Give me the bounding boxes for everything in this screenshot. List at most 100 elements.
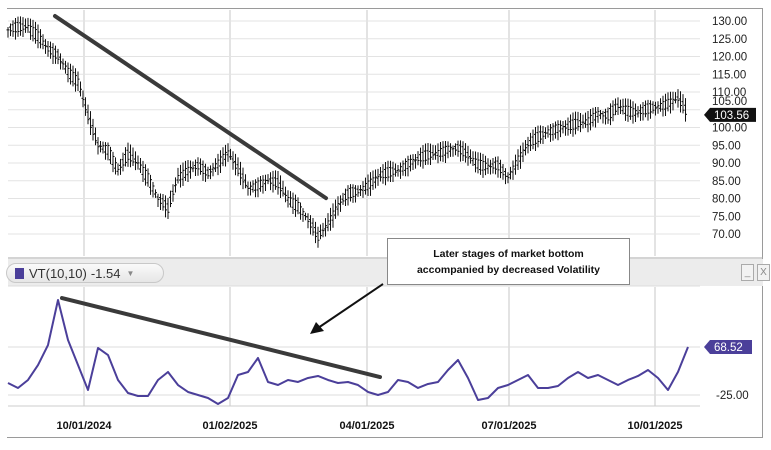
price-bar bbox=[71, 65, 75, 87]
price-bar bbox=[256, 177, 260, 198]
price-bar bbox=[614, 98, 617, 116]
price-bar bbox=[314, 221, 317, 244]
price-bar bbox=[319, 224, 322, 240]
price-bar bbox=[496, 156, 500, 178]
price-bar bbox=[569, 114, 572, 134]
price-y-tick-label: 100.00 bbox=[712, 123, 747, 135]
price-y-tick-label: 95.00 bbox=[712, 140, 741, 152]
price-bar bbox=[291, 192, 295, 215]
price-bar bbox=[361, 181, 365, 198]
price-bar bbox=[129, 144, 132, 168]
price-bar bbox=[389, 160, 392, 183]
indicator-legend-dropdown[interactable]: VT(10,10) -1.54 ▼ bbox=[6, 263, 164, 283]
price-bar bbox=[511, 160, 515, 180]
price-bar bbox=[44, 39, 47, 54]
price-bar bbox=[89, 111, 92, 136]
price-bar bbox=[219, 150, 222, 173]
price-bar bbox=[296, 197, 300, 215]
price-bar bbox=[181, 162, 185, 186]
price-bar bbox=[11, 20, 15, 37]
price-bar bbox=[214, 158, 217, 172]
price-bar bbox=[261, 175, 265, 194]
price-bar bbox=[266, 174, 270, 185]
price-bar bbox=[196, 157, 200, 176]
price-bar bbox=[94, 127, 97, 146]
price-bar bbox=[231, 151, 235, 170]
price-bar bbox=[386, 160, 390, 182]
price-y-tick-label: 130.00 bbox=[712, 16, 747, 28]
price-bar bbox=[461, 141, 465, 161]
price-bar bbox=[321, 222, 325, 238]
price-bar bbox=[551, 123, 555, 141]
price-bar bbox=[624, 98, 627, 121]
price-bar bbox=[106, 142, 110, 161]
price-bar bbox=[346, 185, 350, 206]
price-bar bbox=[121, 152, 125, 172]
arrowhead-icon bbox=[310, 322, 324, 334]
price-bar bbox=[571, 112, 575, 137]
price-bar bbox=[471, 151, 475, 167]
price-y-tick-label: 120.00 bbox=[712, 52, 747, 64]
price-bar bbox=[84, 97, 87, 116]
close-panel-button[interactable]: X bbox=[757, 264, 770, 281]
price-bar bbox=[54, 45, 57, 64]
price-bar bbox=[179, 164, 182, 188]
price-bar bbox=[456, 140, 460, 157]
price-bar bbox=[326, 213, 330, 232]
price-bar bbox=[96, 137, 100, 155]
price-bar bbox=[459, 140, 462, 162]
price-bar bbox=[649, 100, 652, 119]
price-bar bbox=[684, 98, 687, 122]
price-bar bbox=[299, 202, 302, 220]
x-tick-label: 10/01/2025 bbox=[627, 420, 682, 432]
price-bar bbox=[566, 117, 570, 136]
price-bar bbox=[486, 158, 490, 174]
price-bar bbox=[681, 94, 685, 114]
price-y-tick-label: 105.00 bbox=[712, 96, 747, 108]
x-tick-label: 07/01/2025 bbox=[481, 420, 536, 432]
price-bar bbox=[616, 97, 620, 115]
price-bar bbox=[546, 125, 550, 138]
price-bar bbox=[406, 155, 410, 177]
last-price-label: 103.56 bbox=[714, 110, 749, 122]
price-bar bbox=[281, 180, 285, 197]
price-bar bbox=[409, 154, 412, 172]
annotation-callout: Later stages of market bottom accompanie… bbox=[387, 238, 630, 285]
price-bar bbox=[334, 199, 337, 219]
indicator-name: VT(10,10) bbox=[29, 265, 87, 281]
price-y-tick-label: 80.00 bbox=[712, 194, 741, 206]
price-bar bbox=[36, 24, 40, 49]
price-bar bbox=[419, 147, 422, 167]
price-bar bbox=[216, 153, 220, 176]
price-bar bbox=[191, 161, 195, 173]
price-bar bbox=[526, 136, 530, 154]
price-bar bbox=[66, 62, 70, 83]
price-bar bbox=[554, 121, 557, 139]
price-bar bbox=[101, 141, 105, 154]
price-bar bbox=[69, 63, 72, 85]
price-bar bbox=[26, 17, 30, 33]
price-bar bbox=[659, 98, 662, 112]
price-bar bbox=[556, 120, 560, 141]
price-bar bbox=[336, 196, 340, 216]
price-bar bbox=[166, 197, 170, 219]
price-bar bbox=[144, 164, 147, 186]
price-bar bbox=[226, 143, 230, 162]
price-bar bbox=[184, 160, 187, 181]
price-bar bbox=[124, 147, 127, 167]
price-bar bbox=[524, 140, 527, 156]
price-bar bbox=[49, 41, 52, 59]
minimize-panel-button[interactable]: _ bbox=[741, 264, 754, 281]
price-bar bbox=[139, 157, 142, 173]
price-bar bbox=[39, 29, 42, 49]
price-bar bbox=[376, 168, 380, 186]
price-bar bbox=[381, 164, 385, 184]
price-bar bbox=[416, 151, 420, 166]
indicator-value: -1.54 bbox=[90, 265, 121, 281]
price-bar bbox=[9, 23, 12, 37]
price-bar bbox=[251, 180, 255, 193]
price-bar bbox=[549, 124, 552, 142]
price-y-tick-label: 115.00 bbox=[712, 69, 746, 81]
price-bar bbox=[279, 175, 282, 199]
annotation-arrow bbox=[317, 283, 384, 329]
